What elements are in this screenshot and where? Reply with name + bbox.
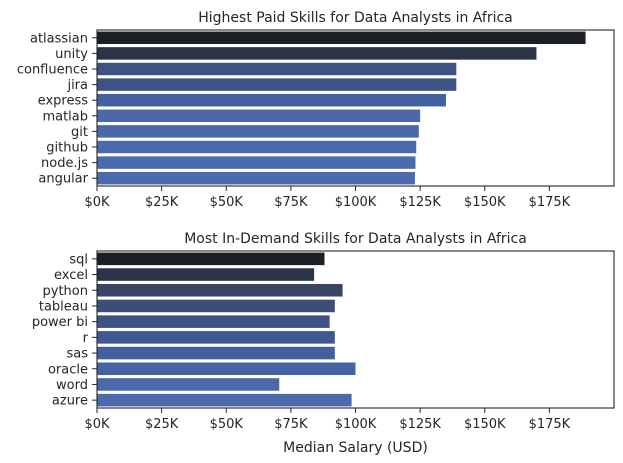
y-tick-label: power bi [32, 315, 88, 330]
y-tick-label: git [71, 125, 88, 140]
x-tick-label: $25K [145, 195, 179, 210]
y-tick-label: python [43, 284, 88, 299]
x-tick-label: $175K [529, 195, 571, 210]
bar [97, 78, 457, 91]
x-tick-label: $150K [464, 417, 506, 432]
bar [97, 47, 537, 60]
y-tick-label: jira [66, 78, 88, 93]
bar [97, 125, 419, 138]
bar [97, 393, 352, 407]
bar [97, 299, 335, 313]
bar [97, 331, 335, 344]
y-tick-label: azure [52, 394, 88, 409]
y-tick-label: sql [69, 252, 88, 267]
bar [97, 362, 356, 376]
y-tick-label: sas [66, 347, 88, 362]
bar [97, 283, 343, 297]
x-tick-label: $125K [399, 417, 441, 432]
x-tick-label: $100K [335, 195, 377, 210]
y-tick-label: github [46, 141, 88, 156]
chart-highest-paid: Highest Paid Skills for Data Analysts in… [17, 10, 615, 210]
bar [97, 171, 415, 185]
y-tick-label: unity [55, 47, 88, 62]
x-tick-label: $75K [274, 417, 308, 432]
x-tick-label: $50K [210, 195, 244, 210]
y-tick-label: atlassian [30, 31, 88, 46]
bar [97, 315, 330, 328]
x-tick-label: $0K [84, 417, 110, 432]
y-tick-label: r [83, 331, 89, 346]
y-tick-label: oracle [48, 362, 88, 377]
x-tick-label: $0K [84, 195, 110, 210]
bar [97, 62, 457, 76]
y-tick-label: confluence [17, 63, 88, 78]
bar [97, 156, 416, 169]
y-tick-label: excel [54, 268, 88, 283]
y-tick-label: matlab [42, 109, 88, 124]
bar [97, 378, 280, 391]
x-tick-label: $100K [335, 417, 377, 432]
bar [97, 31, 586, 45]
chart-title: Highest Paid Skills for Data Analysts in… [198, 10, 513, 26]
chart-most-in-demand: Most In-Demand Skills for Data Analysts … [32, 231, 615, 456]
x-tick-label: $25K [145, 417, 179, 432]
x-tick-label: $75K [274, 195, 308, 210]
bar [97, 268, 315, 281]
bar [97, 346, 335, 360]
x-tick-label: $175K [529, 417, 571, 432]
x-tick-label: $150K [464, 195, 506, 210]
bar [97, 93, 446, 107]
x-tick-label: $125K [399, 195, 441, 210]
x-tick-label: $50K [210, 417, 244, 432]
x-axis-label: Median Salary (USD) [283, 440, 428, 456]
y-tick-label: node.js [41, 156, 88, 171]
bar [97, 252, 325, 266]
y-tick-label: tableau [39, 299, 88, 314]
bar [97, 109, 421, 123]
y-tick-label: angular [38, 172, 88, 187]
y-tick-label: express [38, 94, 89, 109]
y-tick-label: word [56, 378, 88, 393]
chart-title: Most In-Demand Skills for Data Analysts … [184, 231, 527, 247]
bar [97, 140, 417, 154]
